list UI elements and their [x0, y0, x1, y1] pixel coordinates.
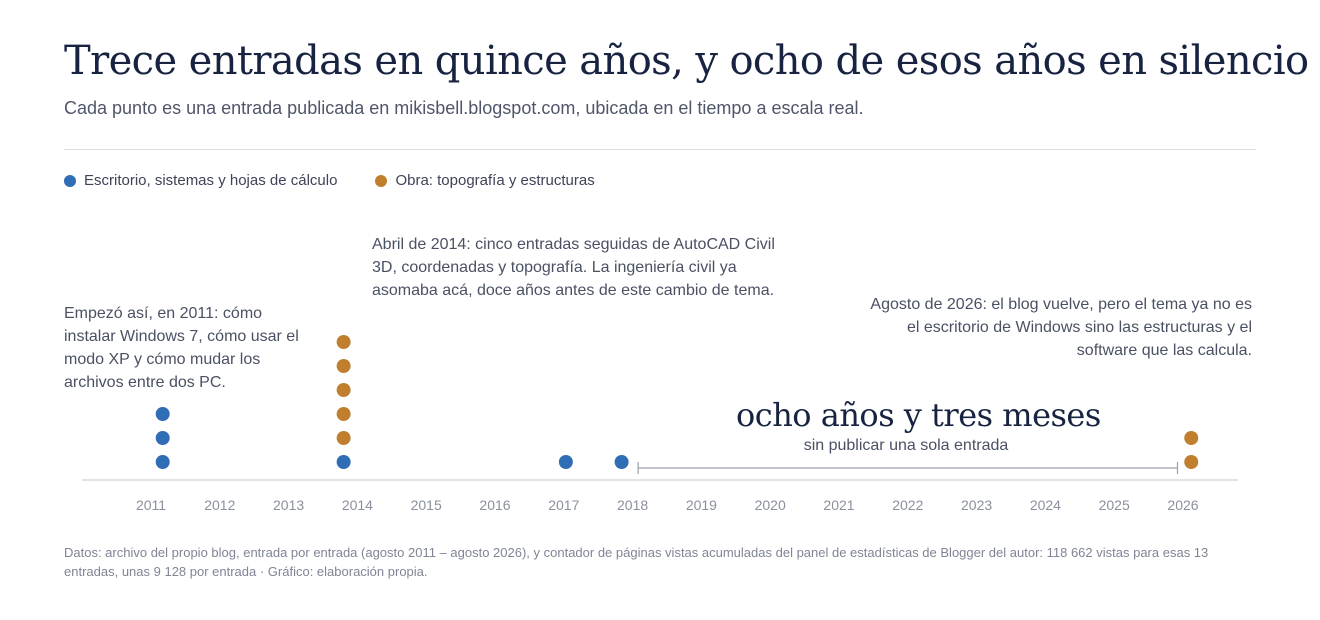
legend-swatch-escritorio: [64, 174, 76, 187]
legend-item-escritorio: Escritorio, sistemas y hojas de cálculo: [64, 172, 337, 189]
legend: Escritorio, sistemas y hojas de cálculo …: [64, 172, 633, 189]
annotation-2011: Empezó así, en 2011: cómo instalar Windo…: [64, 305, 299, 391]
x-tick-label: 2015: [411, 497, 442, 513]
chart-title: Trece entradas en quince años, y ocho de…: [64, 38, 1309, 84]
data-point: [336, 335, 351, 349]
data-point: [155, 455, 170, 469]
x-tick-label: 2011: [136, 497, 166, 513]
x-tick-label: 2013: [273, 497, 304, 513]
data-point: [336, 359, 351, 373]
x-tick-label: 2025: [1099, 497, 1130, 513]
x-axis: 2011 2012 2013 2014 2015 2016 2017 2018 2019 2020…: [82, 479, 1238, 513]
legend-label-obra: Obra: topografía y estructuras: [395, 172, 595, 189]
data-point: [336, 455, 351, 469]
data-point: [614, 455, 629, 469]
x-tick-label: 2026: [1167, 497, 1198, 513]
data-point: [336, 407, 351, 421]
gap-bracket: [637, 462, 1179, 474]
x-tick-label: 2020: [755, 497, 786, 513]
data-point: [155, 431, 170, 445]
data-point: [1184, 455, 1199, 469]
x-tick-label: 2018: [617, 497, 648, 513]
legend-swatch-obra: [375, 174, 388, 187]
source-note: Datos: archivo del propio blog, entrada …: [64, 545, 1209, 579]
gap-label: ocho años y tres meses: [736, 396, 1101, 434]
x-tick-label: 2019: [686, 497, 717, 513]
data-points: [155, 335, 1199, 469]
annotation-2026: Agosto de 2026: el blog vuelve, pero el …: [870, 296, 1252, 359]
annotation-2014: Abril de 2014: cinco entradas seguidas d…: [372, 236, 775, 299]
data-point: [1184, 431, 1199, 445]
x-tick-label: 2022: [892, 497, 923, 513]
x-tick-label: 2012: [204, 497, 235, 513]
legend-label-escritorio: Escritorio, sistemas y hojas de cálculo: [84, 172, 338, 189]
data-point: [155, 407, 170, 421]
x-tick-label: 2016: [479, 497, 510, 513]
chart-subtitle: Cada punto es una entrada publicada en m…: [64, 98, 864, 118]
data-point: [558, 455, 573, 469]
legend-item-obra: Obra: topografía y estructuras: [375, 172, 595, 189]
header-divider: [64, 149, 1256, 150]
data-point: [336, 431, 351, 445]
x-tick-label: 2014: [342, 497, 373, 513]
gap-sublabel: sin publicar una sola entrada: [803, 437, 1009, 454]
x-tick-label: 2024: [1030, 497, 1061, 513]
x-tick-label: 2021: [823, 497, 854, 513]
x-tick-label: 2023: [961, 497, 992, 513]
data-point: [336, 383, 351, 397]
x-tick-label: 2017: [548, 497, 579, 513]
